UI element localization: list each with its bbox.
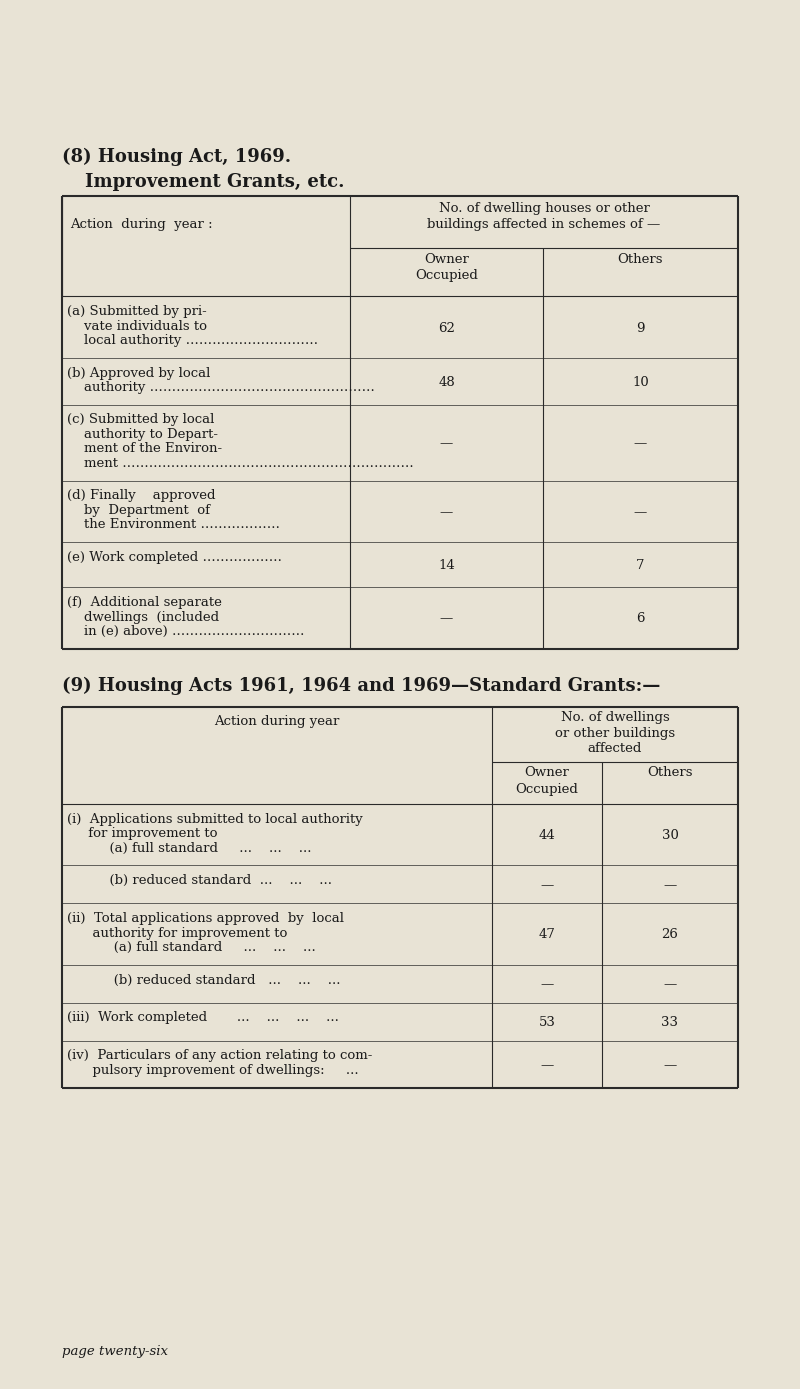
Text: —: —	[634, 506, 647, 519]
Text: for improvement to: for improvement to	[67, 826, 218, 840]
Text: authority for improvement to: authority for improvement to	[67, 926, 287, 939]
Text: ment of the Environ-: ment of the Environ-	[67, 443, 222, 456]
Text: 6: 6	[636, 613, 645, 625]
Text: 33: 33	[662, 1017, 678, 1029]
Text: —: —	[440, 506, 453, 519]
Text: (e) Work completed ………………: (e) Work completed ………………	[67, 551, 282, 564]
Text: Owner
Occupied: Owner Occupied	[515, 767, 578, 796]
Text: authority ……………………………………………: authority ……………………………………………	[67, 381, 375, 394]
Text: authority to Depart-: authority to Depart-	[67, 428, 218, 440]
Text: (a) Submitted by pri-: (a) Submitted by pri-	[67, 306, 206, 318]
Text: 47: 47	[538, 928, 555, 942]
Text: 48: 48	[438, 376, 455, 389]
Text: (b) Approved by local: (b) Approved by local	[67, 367, 210, 379]
Text: (8) Housing Act, 1969.: (8) Housing Act, 1969.	[62, 149, 291, 167]
Text: 53: 53	[538, 1017, 555, 1029]
Text: (f)  Additional separate: (f) Additional separate	[67, 596, 222, 608]
Text: ment …………………………………………………………: ment …………………………………………………………	[67, 457, 414, 469]
Text: Others: Others	[618, 253, 663, 267]
Text: (d) Finally    approved: (d) Finally approved	[67, 489, 215, 503]
Text: No. of dwellings
or other buildings
affected: No. of dwellings or other buildings affe…	[555, 711, 675, 756]
Text: Improvement Grants, etc.: Improvement Grants, etc.	[85, 174, 345, 192]
Text: (iii)  Work completed       ...    ...    ...    ...: (iii) Work completed ... ... ... ...	[67, 1011, 339, 1025]
Text: (a) full standard     ...    ...    ...: (a) full standard ... ... ...	[67, 940, 316, 954]
Text: —: —	[663, 879, 677, 892]
Text: 30: 30	[662, 829, 678, 842]
Text: —: —	[540, 1058, 554, 1072]
Text: 62: 62	[438, 321, 455, 335]
Text: (b) reduced standard  ...    ...    ...: (b) reduced standard ... ... ...	[67, 874, 332, 888]
Text: the Environment ………………: the Environment ………………	[67, 518, 280, 532]
Text: (i)  Applications submitted to local authority: (i) Applications submitted to local auth…	[67, 813, 362, 825]
Text: —: —	[540, 879, 554, 892]
Text: —: —	[440, 613, 453, 625]
Text: 10: 10	[632, 376, 649, 389]
Text: Others: Others	[647, 767, 693, 779]
Text: (b) reduced standard   ...    ...    ...: (b) reduced standard ... ... ...	[67, 974, 341, 986]
Text: Action during year: Action during year	[214, 714, 340, 728]
Text: —: —	[663, 1058, 677, 1072]
Text: dwellings  (included: dwellings (included	[67, 611, 219, 624]
Text: pulsory improvement of dwellings:     ...: pulsory improvement of dwellings: ...	[67, 1064, 358, 1076]
Text: vate individuals to: vate individuals to	[67, 319, 207, 332]
Text: 14: 14	[438, 560, 455, 572]
Text: local authority …………………………: local authority …………………………	[67, 333, 318, 347]
Text: in (e) above) …………………………: in (e) above) …………………………	[67, 625, 305, 638]
Text: Action  during  year :: Action during year :	[70, 218, 213, 231]
Text: page twenty-six: page twenty-six	[62, 1345, 168, 1358]
Text: 44: 44	[538, 829, 555, 842]
Text: (ii)  Total applications approved  by  local: (ii) Total applications approved by loca…	[67, 913, 344, 925]
Text: No. of dwelling houses or other
buildings affected in schemes of —: No. of dwelling houses or other building…	[427, 201, 661, 231]
Text: 26: 26	[662, 928, 678, 942]
Text: 9: 9	[636, 321, 645, 335]
Text: (9) Housing Acts 1961, 1964 and 1969—Standard Grants:—: (9) Housing Acts 1961, 1964 and 1969—Sta…	[62, 676, 660, 694]
Text: Owner
Occupied: Owner Occupied	[415, 253, 478, 282]
Text: —: —	[634, 438, 647, 450]
Text: —: —	[540, 978, 554, 992]
Text: (a) full standard     ...    ...    ...: (a) full standard ... ... ...	[67, 842, 311, 854]
Text: (iv)  Particulars of any action relating to com-: (iv) Particulars of any action relating …	[67, 1050, 372, 1063]
Text: 7: 7	[636, 560, 645, 572]
Text: (c) Submitted by local: (c) Submitted by local	[67, 414, 214, 426]
Text: by  Department  of: by Department of	[67, 504, 210, 517]
Text: —: —	[663, 978, 677, 992]
Text: —: —	[440, 438, 453, 450]
